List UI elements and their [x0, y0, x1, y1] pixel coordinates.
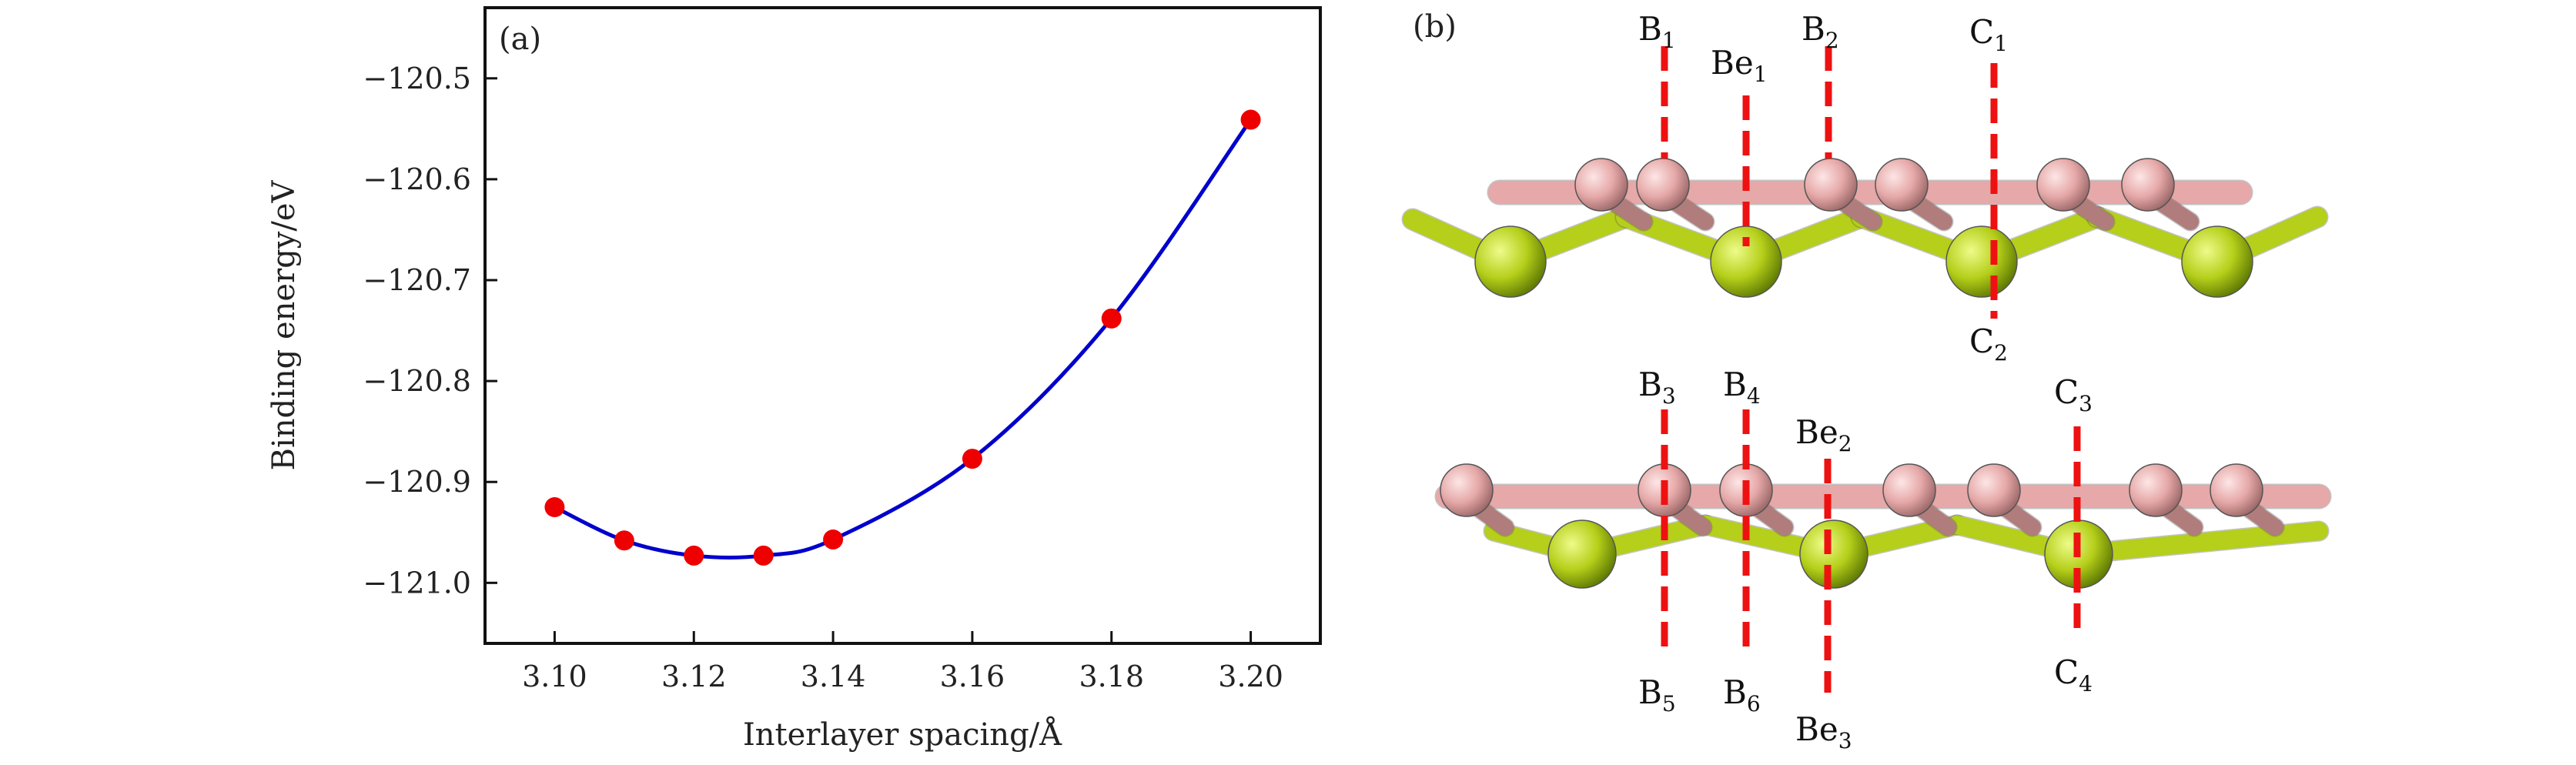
series-points	[544, 109, 1261, 566]
data-point	[1101, 308, 1122, 329]
x-axis-ticks: 3.10 3.12 3.14 3.16 3.18 3.20	[522, 631, 1283, 693]
y-tick-label: −120.8	[363, 364, 471, 398]
boron-atom	[1574, 158, 1628, 212]
site-label-bottom-4: C3	[2054, 373, 2093, 416]
chart-panel-label: (a)	[499, 22, 541, 57]
y-tick-label: −120.6	[363, 162, 471, 196]
beryllium-atom	[1799, 519, 1868, 589]
boron-atom	[1636, 158, 1690, 212]
data-point	[1240, 109, 1261, 130]
structure-panel-label: (b)	[1413, 9, 1457, 45]
beryllium-atom	[1710, 225, 1782, 298]
x-axis-title: Interlayer spacing/Å	[743, 717, 1062, 753]
beryllium-atom	[1945, 225, 2018, 298]
site-label-bottom-6: B6	[1723, 673, 1761, 717]
beryllium-atom	[2181, 225, 2253, 298]
y-tick-label: −120.7	[363, 263, 471, 297]
atomic-structure-panel: (b) B1 Be1 B2 C1 C2 B3 B4 Be2	[1401, 9, 2332, 753]
plot-frame	[483, 6, 1322, 645]
data-point	[962, 449, 982, 469]
site-label-bottom-8: C4	[2054, 653, 2093, 697]
y-tick-label: −121.0	[363, 566, 471, 600]
structure-top-view	[1401, 46, 2329, 319]
site-label-top-3: B2	[1802, 10, 1839, 53]
site-label-bottom-1: B3	[1638, 366, 1676, 409]
beryllium-atom	[1474, 225, 1547, 298]
site-label-top-5: C2	[1969, 322, 2008, 366]
x-tick-label: 3.18	[1079, 660, 1144, 693]
y-tick-label: −120.9	[363, 465, 471, 499]
boron-atom	[1882, 463, 1936, 517]
boron-atom	[2129, 463, 2183, 517]
structure-bottom-view	[1434, 409, 2332, 693]
x-tick-label: 3.12	[661, 660, 727, 693]
boron-atom	[1967, 463, 2021, 517]
data-point	[684, 545, 704, 566]
boron-atom	[1875, 158, 1929, 212]
y-axis-ticks: −120.5 −120.6 −120.7 −120.8 −120.9 −121.0	[363, 62, 497, 600]
boron-atom	[2036, 158, 2090, 212]
beryllium-atom	[1547, 519, 1617, 589]
be-bond	[2069, 522, 2328, 563]
boron-atom	[2210, 463, 2263, 517]
boron-atom	[1440, 463, 1494, 517]
data-point	[753, 545, 774, 566]
site-label-bottom-7: Be3	[1795, 710, 1852, 753]
site-label-bottom-3: Be2	[1795, 413, 1852, 456]
site-label-top-2: Be1	[1711, 44, 1768, 87]
site-label-top-4: C1	[1969, 13, 2008, 56]
series-line	[554, 119, 1253, 560]
x-tick-label: 3.20	[1218, 660, 1283, 693]
data-point	[614, 530, 634, 551]
site-label-top-1: B1	[1638, 10, 1676, 53]
x-tick-label: 3.16	[940, 660, 1005, 693]
boron-atom	[1804, 158, 1858, 212]
data-point	[823, 529, 844, 550]
site-label-bottom-2: B4	[1723, 366, 1761, 409]
y-axis-title: Binding energy/eV	[266, 179, 302, 470]
x-tick-label: 3.10	[522, 660, 587, 693]
site-label-bottom-5: B5	[1638, 673, 1676, 717]
boron-atom	[2121, 158, 2175, 212]
data-point	[544, 497, 565, 517]
x-tick-label: 3.14	[801, 660, 866, 693]
y-tick-label: −120.5	[363, 62, 471, 95]
binding-energy-chart: (a) 3.10 3.12 3.14 3.16 3.18 3.20 −120.5−120.…	[266, 6, 1322, 753]
